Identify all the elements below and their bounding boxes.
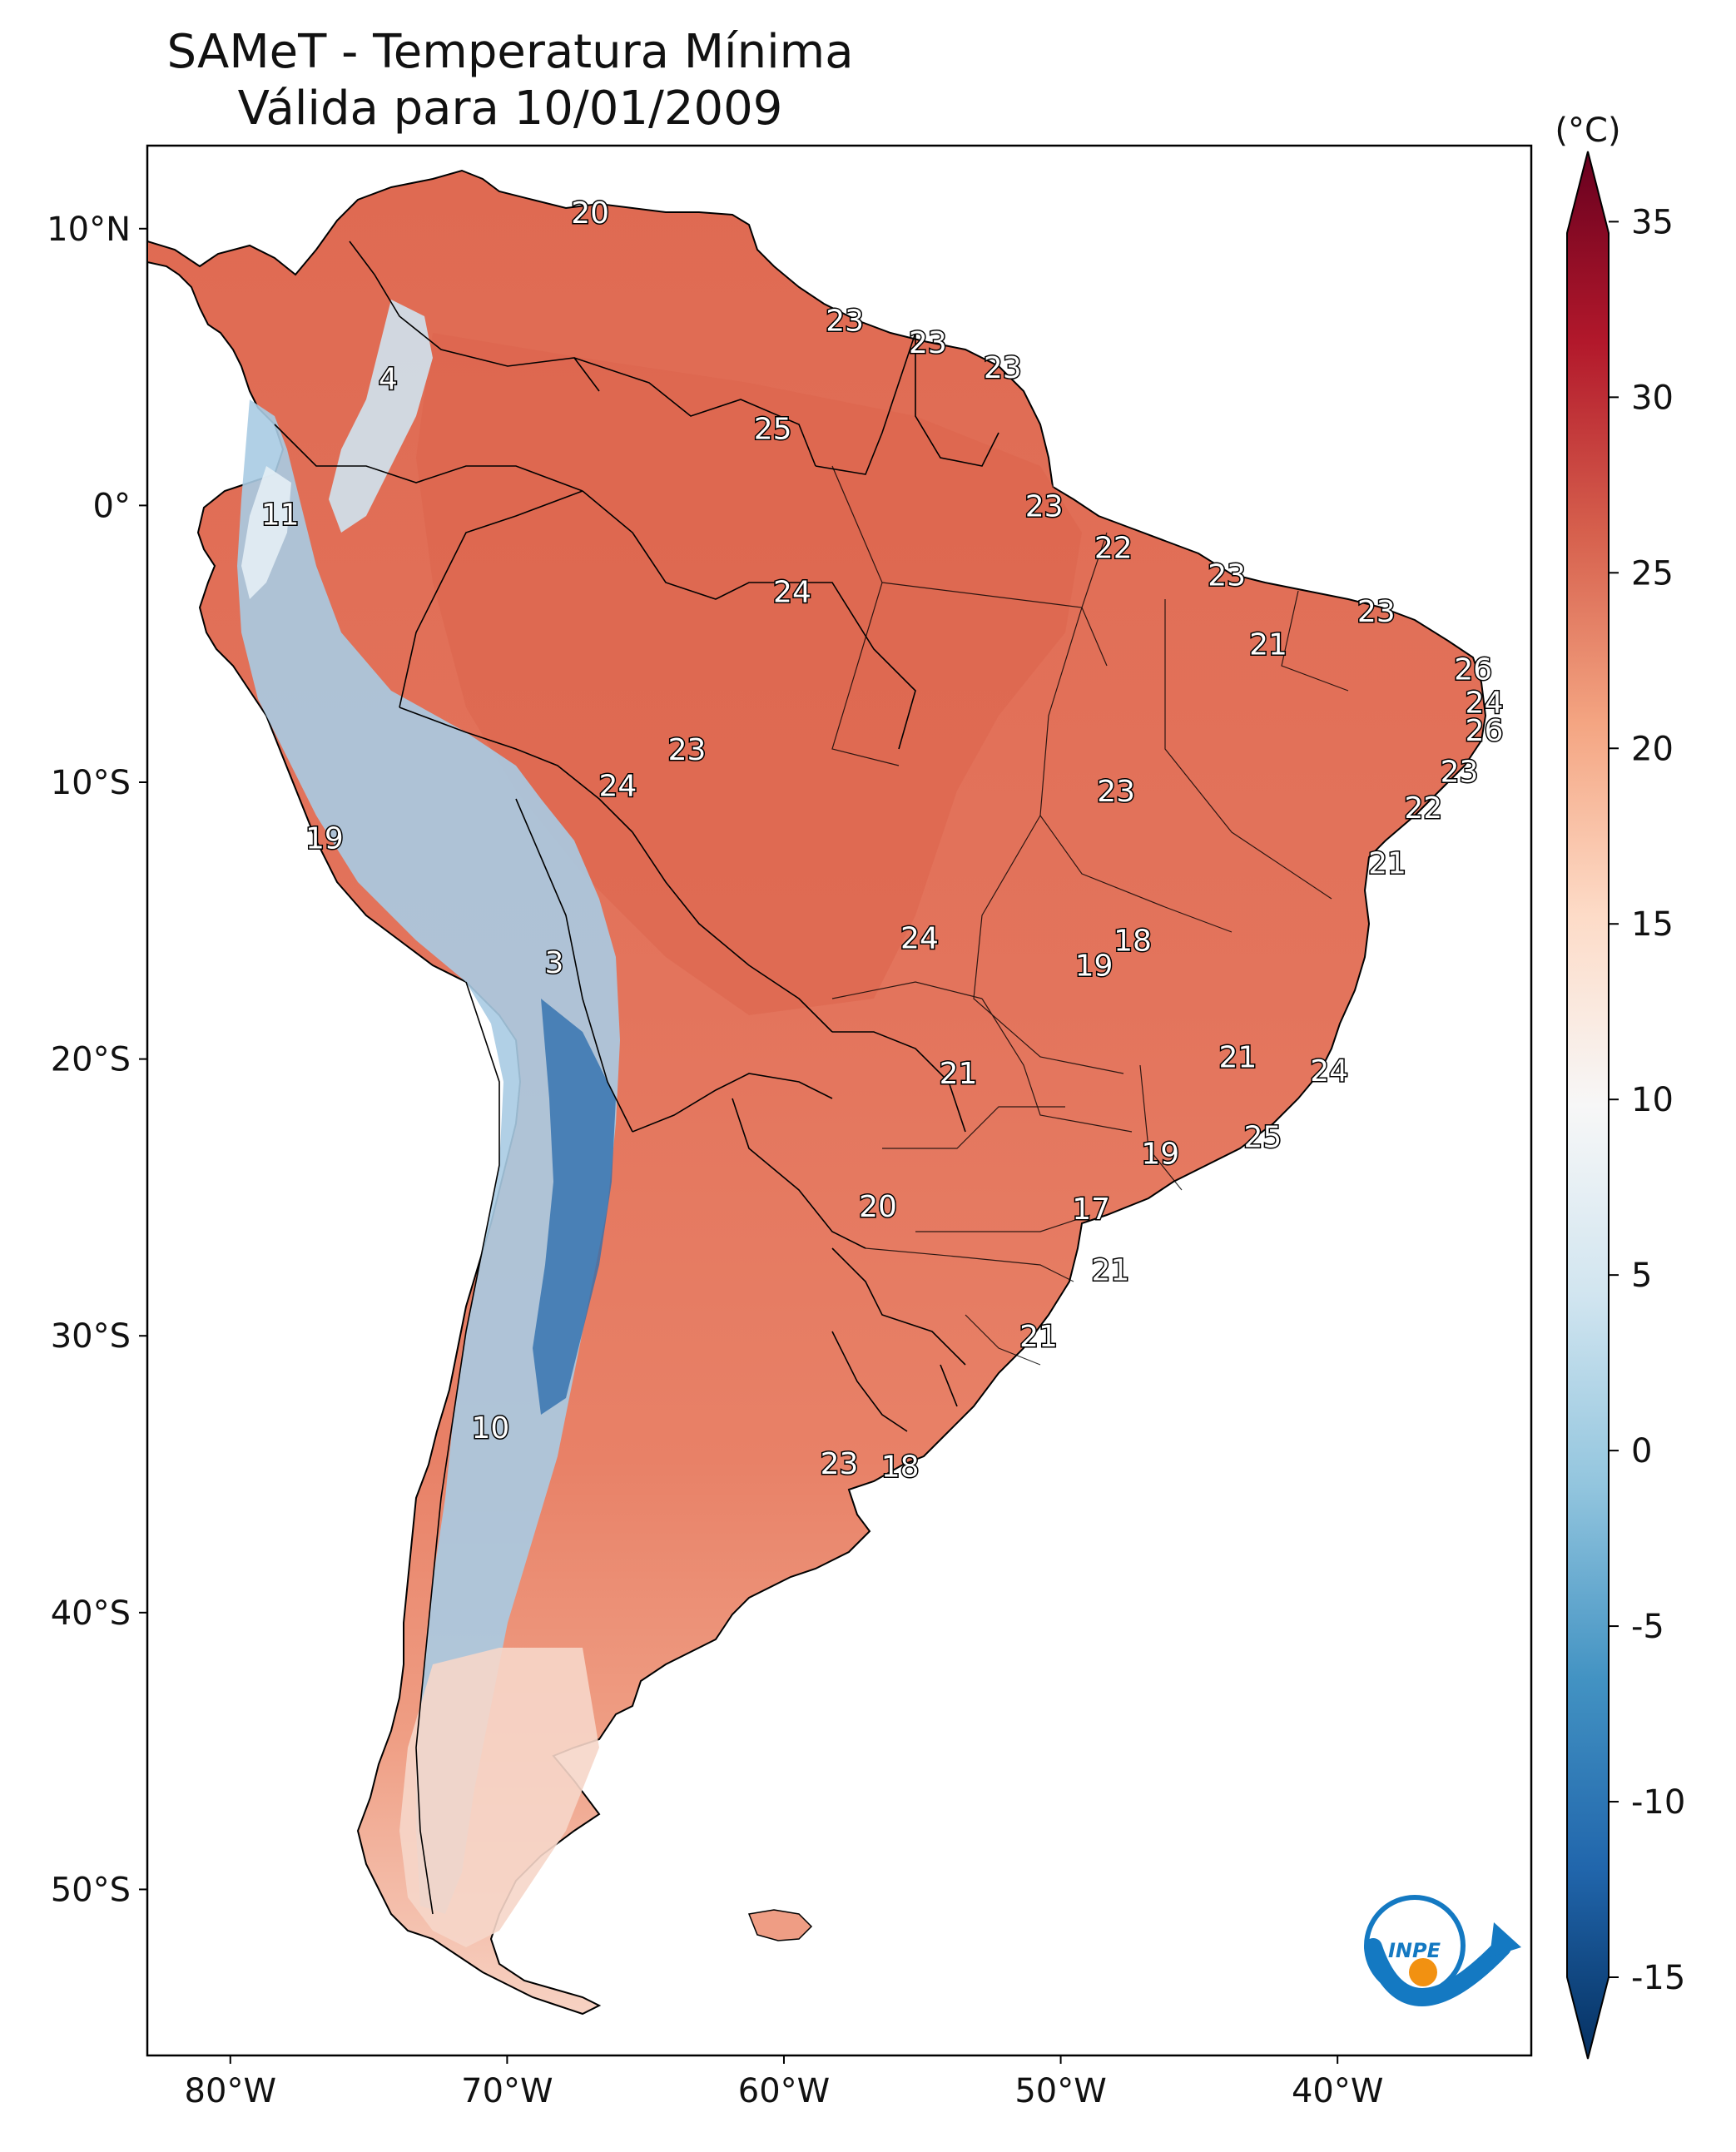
- temperature-label: 21: [1019, 1320, 1058, 1354]
- temperature-label: 18: [881, 1450, 920, 1485]
- country-borders: [274, 240, 999, 1915]
- temperature-label: 19: [1075, 950, 1114, 984]
- colorbar: (°C) 35 30 25 20 15 10 5 0 -5 -10 -15: [1555, 112, 1685, 2060]
- patagonia-pale: [399, 1648, 599, 1947]
- longitude-axis: 80°W 70°W 60°W 50°W 40°W: [185, 2055, 1383, 2110]
- colorbar-tick-label: -10: [1631, 1783, 1685, 1822]
- colorbar-body: [1566, 151, 1610, 2060]
- colombia-andes-cold: [329, 300, 433, 533]
- colorbar-tick-label: -5: [1631, 1608, 1664, 1646]
- temperature-label: 22: [1094, 531, 1133, 565]
- lat-tick-label: 40°S: [51, 1594, 131, 1633]
- temperature-label: 23: [984, 351, 1022, 385]
- latitude-axis: 10°N 0° 10°S 20°S 30°S 40°S 50°S: [47, 211, 147, 1909]
- figure-subtitle: Válida para 10/01/2009: [237, 82, 783, 136]
- temperature-label: 21: [940, 1057, 978, 1091]
- state-borders: [831, 465, 1349, 1366]
- colorbar-tick-label: 20: [1631, 730, 1674, 768]
- lon-tick-label: 70°W: [461, 2072, 553, 2110]
- temperature-label: 18: [1114, 925, 1152, 959]
- temperature-label: 20: [571, 196, 609, 231]
- temperature-label: 23: [1441, 756, 1479, 790]
- colorbar-tick-label: -15: [1631, 1959, 1685, 1997]
- temperature-label: 25: [1243, 1121, 1282, 1155]
- temperature-label: 24: [900, 921, 939, 955]
- temperature-label: 26: [1466, 714, 1504, 748]
- temperature-label: 19: [1141, 1138, 1179, 1172]
- andes-deep-cold: [533, 999, 616, 1415]
- lat-tick-label: 50°S: [51, 1871, 131, 1909]
- colorbar-tick-label: 35: [1631, 203, 1674, 241]
- temperature-label: 24: [599, 769, 637, 803]
- colorbar-tick-label: 15: [1631, 905, 1674, 944]
- colorbar-tick-label: 5: [1631, 1257, 1652, 1295]
- temperature-label: 23: [668, 733, 707, 767]
- temperature-label: 23: [821, 1447, 859, 1481]
- temperature-label: 17: [1072, 1193, 1110, 1227]
- lon-tick-label: 40°W: [1292, 2072, 1383, 2110]
- temperature-label: 24: [773, 576, 811, 610]
- lat-tick-label: 10°N: [47, 211, 131, 249]
- logo-swoosh: [1364, 1938, 1511, 2006]
- inpe-logo: INPE: [1364, 1895, 1521, 2006]
- lon-tick-label: 60°W: [738, 2072, 830, 2110]
- temperature-field: [147, 169, 1487, 2016]
- temperature-label: 24: [1310, 1054, 1348, 1088]
- temperature-label: 20: [859, 1190, 897, 1224]
- temperature-label: 21: [1249, 628, 1287, 662]
- temperature-label: 21: [1368, 846, 1406, 880]
- figure-title: SAMeT - Temperatura Mínima: [166, 25, 854, 79]
- colorbar-tick-label: 25: [1631, 554, 1674, 593]
- temperature-label: 23: [909, 326, 947, 360]
- temperature-label: 21: [1092, 1253, 1130, 1287]
- temperature-label: 23: [1025, 489, 1064, 523]
- temperature-label: 3: [544, 946, 563, 980]
- colorbar-unit: (°C): [1555, 112, 1620, 150]
- falkland-islands: [747, 1909, 813, 1941]
- logo-orange-dot: [1409, 1958, 1437, 1986]
- temperature-label: 23: [1097, 775, 1135, 809]
- temperature-label: 23: [826, 305, 864, 339]
- temperature-label: 19: [305, 822, 344, 856]
- logo-text: INPE: [1388, 1939, 1441, 1962]
- temperature-label: 22: [1404, 791, 1442, 826]
- colorbar-tick-label: 30: [1631, 379, 1674, 417]
- logo-arrow-head: [1490, 1922, 1521, 1957]
- colorbar-tick-label: 10: [1631, 1081, 1674, 1119]
- colorbar-ticks: 35 30 25 20 15 10 5 0 -5 -10 -15: [1609, 203, 1685, 1997]
- lat-tick-label: 10°S: [51, 764, 131, 802]
- temperature-label: 10: [472, 1411, 510, 1445]
- lon-tick-label: 80°W: [185, 2072, 276, 2110]
- temperature-label: 23: [1208, 559, 1246, 593]
- andes-cold-band: [237, 399, 620, 1914]
- temperature-label: 23: [1357, 595, 1396, 629]
- lat-tick-label: 0°: [93, 487, 131, 525]
- colorbar-tick-label: 0: [1631, 1432, 1652, 1470]
- warm-interior: [416, 333, 1082, 1015]
- temperature-label: 25: [754, 412, 792, 446]
- temperature-label: 24: [1466, 687, 1504, 721]
- lon-tick-label: 50°W: [1014, 2072, 1106, 2110]
- lat-tick-label: 30°S: [51, 1317, 131, 1356]
- temperature-label: 4: [379, 362, 398, 396]
- temperature-label: 26: [1454, 653, 1492, 687]
- temperature-label: 21: [1219, 1040, 1257, 1074]
- lat-tick-label: 20°S: [51, 1041, 131, 1079]
- temperature-label: 11: [261, 498, 300, 532]
